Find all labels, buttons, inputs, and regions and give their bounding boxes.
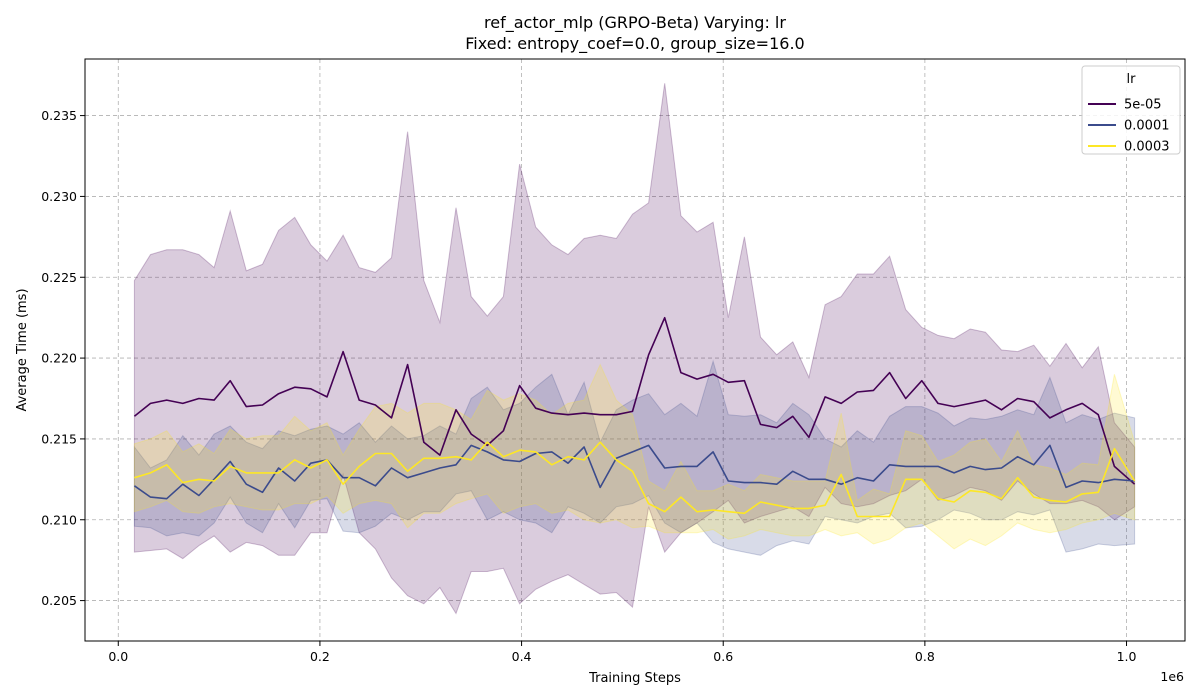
chart-subtitle: Fixed: entropy_coef=0.0, group_size=16.0 bbox=[465, 34, 804, 54]
confidence-band-series-0 bbox=[133, 83, 1136, 615]
legend-entry-1: 0.0001 bbox=[1124, 119, 1170, 134]
plot-area-frame bbox=[84, 58, 1186, 642]
confidence-band-series-1 bbox=[133, 359, 1136, 556]
legend-entry-2: 0.0003 bbox=[1124, 140, 1170, 155]
legend-entry-0: 5e-05 bbox=[1124, 98, 1162, 113]
series-lines bbox=[133, 316, 1136, 518]
y-tick-label: 0.215 bbox=[41, 431, 77, 446]
y-tick-label: 0.235 bbox=[41, 108, 77, 123]
y-tick-label: 0.210 bbox=[41, 512, 77, 527]
y-tick-label: 0.225 bbox=[41, 270, 77, 285]
confidence-bands bbox=[133, 83, 1136, 615]
y-tick-label: 0.230 bbox=[41, 189, 77, 204]
x-tick-label: 0.6 bbox=[713, 649, 733, 664]
x-axis-offset-label: 1e6 bbox=[1160, 669, 1184, 684]
x-tick-label: 0.4 bbox=[512, 649, 532, 664]
confidence-band-series-2 bbox=[133, 363, 1136, 550]
x-tick-label: 0.2 bbox=[310, 649, 330, 664]
y-axis-label: Average Time (ms) bbox=[15, 288, 30, 411]
x-tick-label: 0.8 bbox=[915, 649, 935, 664]
legend: lr 5e-05 0.0001 0.0003 bbox=[1081, 65, 1181, 155]
series-line-2 bbox=[134, 441, 1136, 518]
y-tick-label: 0.220 bbox=[41, 351, 77, 366]
legend-title: lr bbox=[1127, 72, 1137, 87]
grid-lines bbox=[85, 59, 1185, 641]
x-tick-label: 0.0 bbox=[108, 649, 128, 664]
x-axis-ticks: 0.0 0.2 0.4 0.6 0.8 1.0 bbox=[108, 641, 1137, 664]
chart-title: ref_actor_mlp (GRPO-Beta) Varying: lr bbox=[484, 13, 786, 33]
x-tick-label: 1.0 bbox=[1117, 649, 1137, 664]
x-axis-label: Training Steps bbox=[588, 671, 681, 686]
series-line-0 bbox=[133, 316, 1136, 485]
y-axis-ticks: 0.205 0.210 0.215 0.220 0.225 0.230 0.235 bbox=[41, 108, 85, 608]
y-tick-label: 0.205 bbox=[41, 593, 77, 608]
series-line-1 bbox=[133, 444, 1135, 500]
legend-box bbox=[1081, 65, 1181, 155]
